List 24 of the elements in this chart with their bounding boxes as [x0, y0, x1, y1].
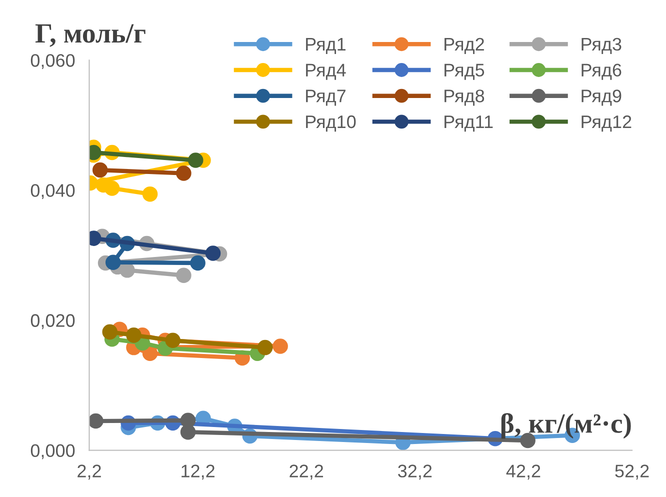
x-tick-label: 2,2	[78, 464, 101, 480]
x-axis-title: β, кг/(м²·с)	[501, 413, 631, 439]
y-tick-label: 0,040	[30, 184, 75, 200]
legend-label: Ряд5	[444, 64, 484, 80]
x-tick-label: 12,2	[182, 464, 214, 480]
legend-label: Ряд11	[444, 116, 493, 132]
x-tick-label: 22,2	[290, 464, 324, 480]
legend-label: Ряд3	[582, 38, 622, 54]
legend-label: Ряд4	[306, 64, 346, 80]
y-tick-label: 0,020	[30, 314, 75, 330]
y-tick-label: 0,060	[30, 54, 75, 69]
y-axis-title: Г, моль/г	[35, 24, 146, 47]
x-tick-label: 32,2	[398, 464, 432, 480]
legend-label: Ряд12	[582, 115, 632, 132]
y-tick-label: 0,000	[30, 444, 75, 460]
x-tick-label: 42,2	[506, 464, 540, 480]
x-tick-label: 52,2	[615, 464, 649, 480]
legend-label: Ряд9	[582, 90, 622, 106]
legend-label: Ряд7	[306, 90, 346, 106]
legend-label: Ряд1	[306, 38, 346, 54]
legend-label: Ряд2	[444, 38, 484, 54]
legend-label: Ряд8	[444, 90, 484, 106]
legend-label: Ряд6	[582, 64, 622, 80]
legend-label: Ряд10	[306, 115, 356, 132]
